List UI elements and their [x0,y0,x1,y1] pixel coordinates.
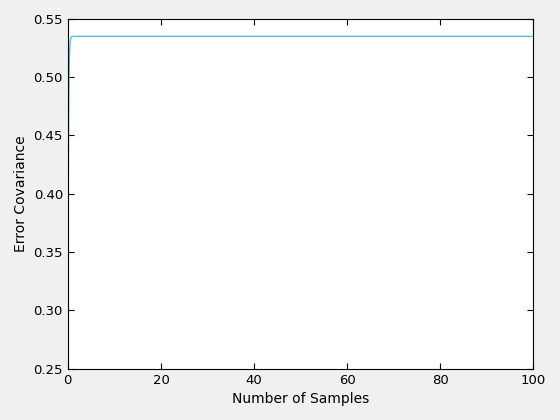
Y-axis label: Error Covariance: Error Covariance [14,136,28,252]
X-axis label: Number of Samples: Number of Samples [232,392,369,406]
